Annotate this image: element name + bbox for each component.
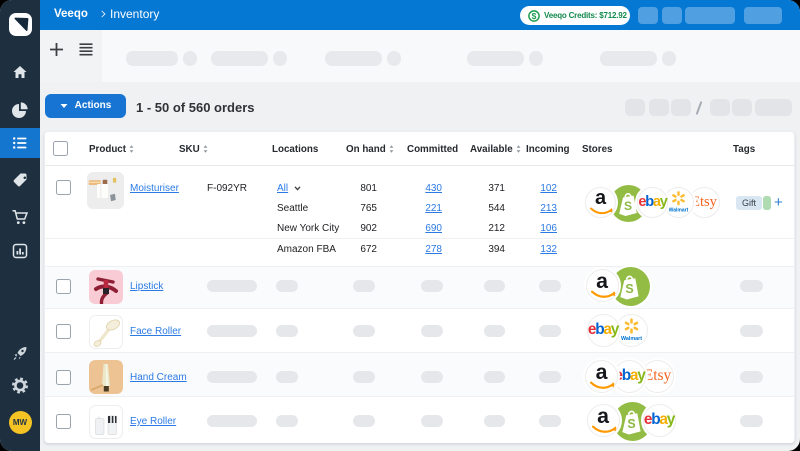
svg-text:S: S [623, 199, 631, 213]
svg-text:Walmart: Walmart [668, 207, 688, 213]
svg-text:S: S [625, 282, 633, 296]
svg-text:Walmart: Walmart [620, 336, 641, 342]
svg-text:$: $ [532, 11, 537, 21]
svg-text:S: S [627, 417, 635, 431]
